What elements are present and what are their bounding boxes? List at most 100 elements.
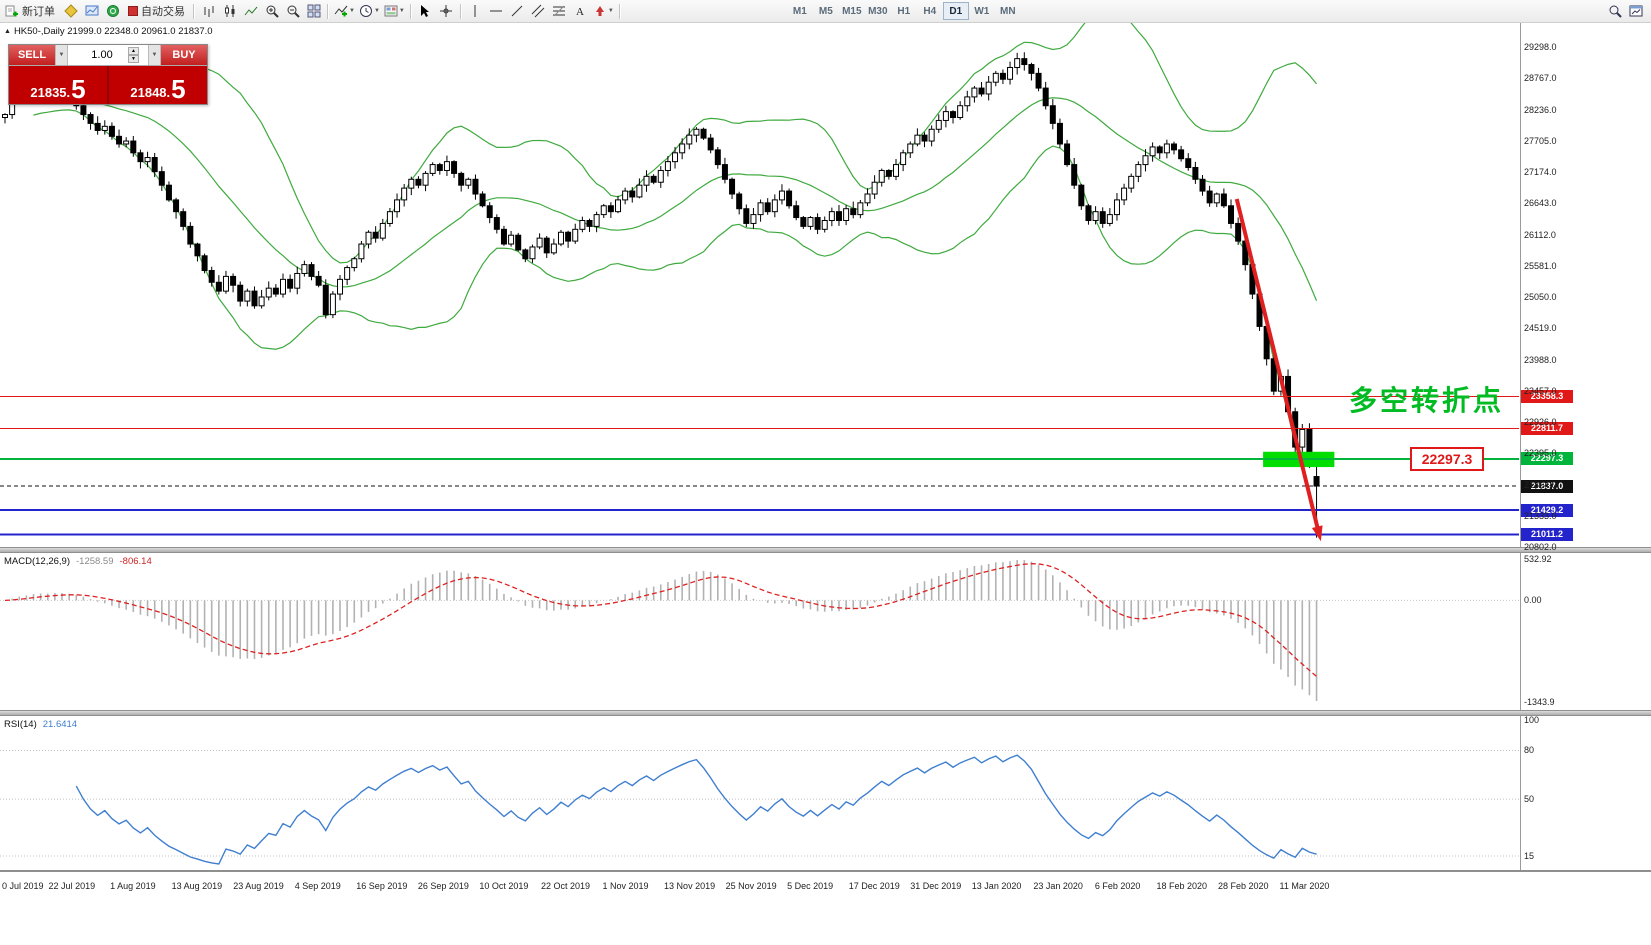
trendline-button[interactable] [507, 1, 528, 21]
candlestick-series[interactable] [2, 52, 1320, 538]
zoom-out-button[interactable] [282, 1, 303, 21]
zoom-out-icon [287, 5, 300, 18]
splitter-main-macd[interactable] [0, 547, 1651, 553]
fibonacci-button[interactable] [549, 1, 570, 21]
tile-windows-icon [307, 4, 320, 18]
toolbar-separator [193, 3, 195, 19]
auto-trading-button[interactable]: 自动交易 [123, 1, 190, 21]
one-click-trading-panel: SELL ▼ ▲ ▼ ▼ BUY 21835.5 21848.5 [8, 44, 208, 105]
trendline-icon [512, 5, 523, 17]
timeframe-MN[interactable]: MN [995, 2, 1021, 20]
horizontal-line-button[interactable] [486, 1, 507, 21]
sell-dropdown-button[interactable]: ▼ [55, 45, 68, 65]
price-axis-border [1520, 22, 1521, 871]
buy-price-big-digit: 5 [171, 74, 186, 104]
community-button[interactable] [102, 1, 123, 21]
bb-middle [33, 96, 1318, 301]
new-order-icon [5, 5, 18, 17]
price-tag-box[interactable]: 22297.3 [1410, 447, 1484, 471]
crosshair-button[interactable] [436, 1, 457, 21]
sell-price-main: 21835. [30, 85, 71, 100]
chevron-down-icon: ▼ [607, 8, 614, 14]
templates-button[interactable]: ▼ [382, 1, 407, 21]
one-click-toggle-icon[interactable]: ▲ [4, 28, 11, 35]
volume-spinner: ▲ ▼ [128, 47, 139, 63]
zoom-in-button[interactable] [261, 1, 282, 21]
cursor-icon [421, 5, 430, 17]
volume-up-button[interactable]: ▲ [128, 47, 139, 55]
macd-label: MACD(12,26,9) [4, 556, 70, 567]
buy-price-main: 21848. [130, 85, 171, 100]
timeframe-M1[interactable]: M1 [787, 2, 813, 20]
chart-window-icon [1629, 5, 1642, 17]
macd-main-value: -1258.59 [76, 556, 114, 567]
arrows-button[interactable]: ▼ [591, 1, 616, 21]
buy-price[interactable]: 21848. 5 [107, 66, 207, 104]
macd-series [0, 560, 1519, 701]
trend-arrow[interactable] [1234, 198, 1321, 532]
rsi-line [75, 754, 1317, 865]
trend-arrow-head [1311, 525, 1323, 542]
bb-lower [33, 109, 1318, 518]
macd-signal-line [4, 563, 1317, 677]
cursor-button[interactable] [415, 1, 436, 21]
toolbar-separator [618, 3, 621, 19]
text-label-button[interactable]: A [570, 1, 591, 21]
toolbar-separator [409, 3, 412, 19]
timeframe-M5[interactable]: M5 [813, 2, 839, 20]
chart-window-button[interactable] [1625, 1, 1646, 21]
bb-upper [33, 22, 1318, 264]
timeframe-M15[interactable]: M15 [839, 2, 865, 20]
sell-button[interactable]: SELL [9, 45, 55, 65]
rsi-series [0, 749, 1519, 865]
tile-windows-button[interactable] [303, 1, 324, 21]
text-label-icon: A [576, 6, 584, 18]
toolbar-separator [459, 3, 462, 19]
metaeditor-icon [63, 4, 78, 18]
volume-down-button[interactable]: ▼ [128, 55, 139, 63]
buy-button[interactable]: BUY [161, 45, 207, 65]
timeframe-M30[interactable]: M30 [865, 2, 891, 20]
clock-icon [359, 5, 372, 17]
crosshair-icon [440, 5, 453, 17]
channel-button[interactable] [528, 1, 549, 21]
sell-price[interactable]: 21835. 5 [9, 66, 107, 104]
search-button[interactable] [1604, 1, 1625, 21]
rsi-readout: RSI(14) 21.6414 [4, 719, 77, 730]
horizontal-line-icon [490, 10, 503, 12]
new-order-label: 新订单 [22, 6, 55, 18]
date-axis-border [0, 870, 1651, 872]
vertical-line-icon [474, 5, 476, 17]
indicators-icon [334, 5, 348, 17]
rsi-value: 21.6414 [42, 719, 78, 730]
vertical-line-button[interactable] [465, 1, 486, 21]
candlestick-chart-button[interactable] [219, 1, 240, 21]
zoom-in-icon [266, 5, 279, 18]
toolbar: 新订单 自动交易 [0, 0, 1651, 23]
bar-chart-button[interactable] [198, 1, 219, 21]
community-icon [106, 5, 119, 17]
macd-signal-value: -806.14 [119, 556, 152, 567]
one-click-prices: 21835. 5 21848. 5 [9, 66, 207, 104]
metaeditor-button[interactable] [60, 1, 81, 21]
arrow-shape-icon [595, 6, 604, 16]
market-watch-icon [85, 5, 98, 16]
line-chart-button[interactable] [240, 1, 261, 21]
periods-button[interactable]: ▼ [357, 1, 382, 21]
timeframe-H1[interactable]: H1 [891, 2, 917, 20]
new-order-button[interactable]: 新订单 [0, 1, 60, 21]
toolbar-separator [327, 3, 329, 19]
market-watch-button[interactable] [81, 1, 102, 21]
buy-dropdown-button[interactable]: ▼ [148, 45, 161, 65]
volume-control: ▲ ▼ [68, 45, 148, 65]
timeframe-H4[interactable]: H4 [917, 2, 943, 20]
template-icon [384, 5, 398, 17]
auto-trading-status-icon [128, 6, 138, 16]
volume-input[interactable] [77, 46, 127, 64]
indicators-button[interactable]: ▼ [332, 1, 357, 21]
timeframe-D1[interactable]: D1 [942, 2, 969, 20]
splitter-macd-rsi[interactable] [0, 710, 1651, 716]
timeframe-W1[interactable]: W1 [969, 2, 995, 20]
chart-title-row: ▲ HK50-,Daily 21999.0 22348.0 20961.0 21… [4, 26, 213, 37]
